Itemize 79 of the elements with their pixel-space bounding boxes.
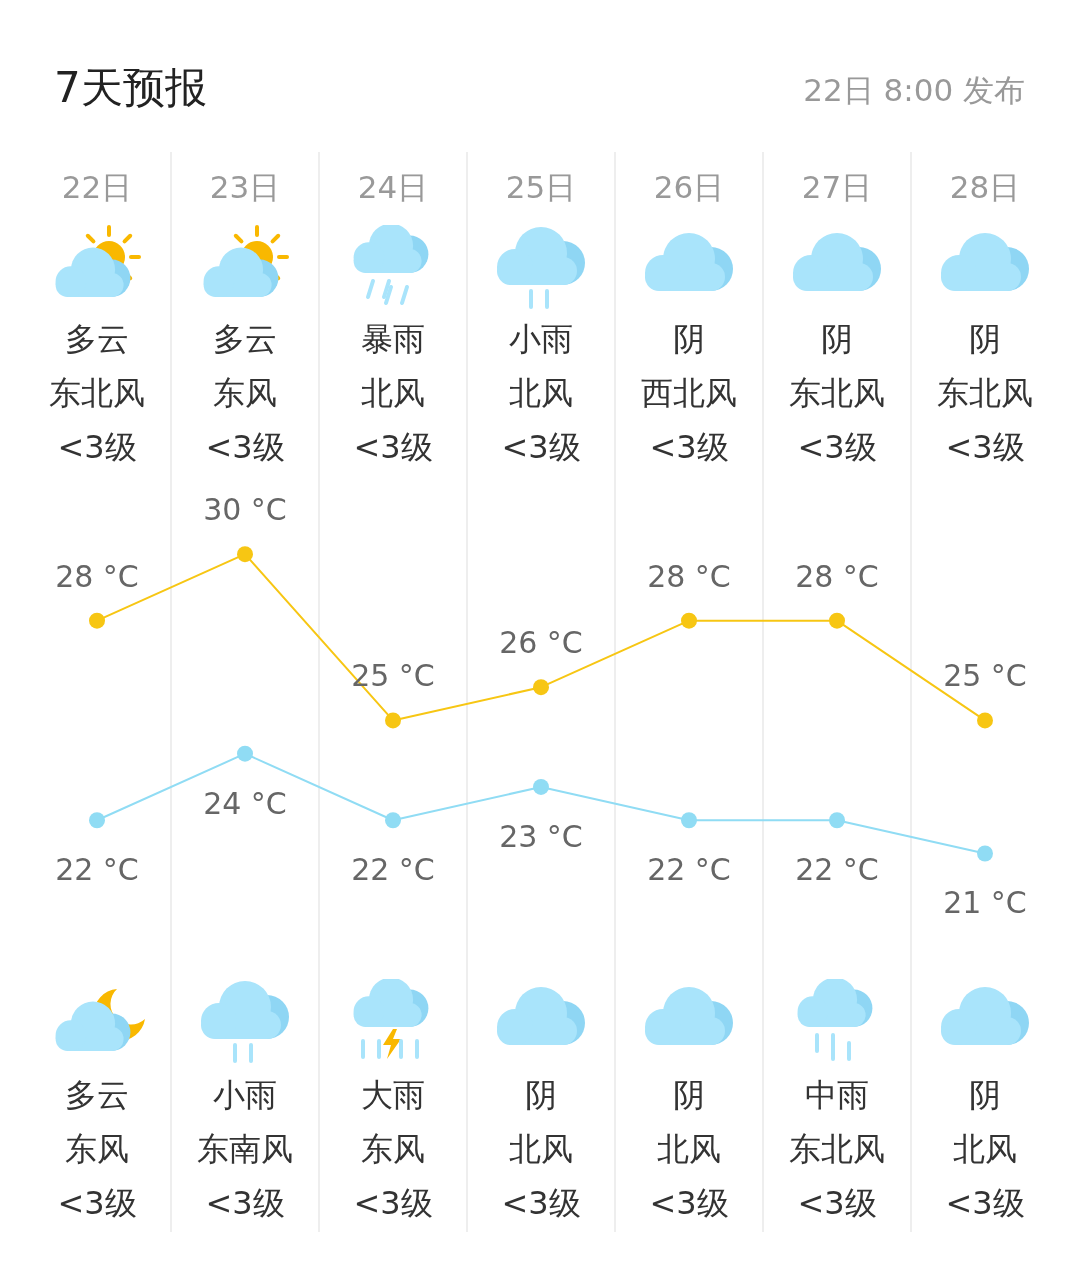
point [533,679,549,696]
text: <3级 [352,427,434,468]
point [385,712,401,729]
text: 北风 [360,373,426,414]
point [977,845,993,862]
point [829,812,845,829]
text: <3级 [352,1183,434,1224]
point [977,712,993,729]
text: <3级 [500,427,582,468]
point [829,612,845,629]
text: <3级 [944,1183,1026,1224]
text: 北风 [508,373,574,414]
text: <3级 [56,1183,138,1224]
x-tick-label: 26日 [653,169,725,205]
data-label: 25 °C [943,658,1027,694]
point [681,812,697,829]
text: 东南风 [196,1129,294,1170]
data-label: 24 °C [203,785,287,821]
text: 东北风 [788,1129,886,1170]
text: 阴 [968,1075,1002,1116]
point [237,546,253,563]
data-label: 21 °C [943,885,1027,921]
point [89,812,105,829]
text: 东北风 [936,373,1034,414]
data-label: 26 °C [499,625,583,661]
x-tick-label: 23日 [209,169,281,205]
text: 阴 [672,1075,706,1116]
text: <3级 [944,427,1026,468]
point [681,612,697,629]
data-label: 30 °C [203,492,287,528]
text: 东北风 [788,373,886,414]
data-label: 22 °C [351,852,435,888]
data-label: 22 °C [55,852,139,888]
data-label: 23 °C [499,818,583,854]
text: 小雨 [212,1075,278,1116]
text: 暴雨 [360,319,426,360]
text: <3级 [796,1183,878,1224]
text: 西北风 [640,373,738,414]
chart-title: 7天预报 [54,62,207,114]
point [385,812,401,829]
text: 多云 [64,319,130,360]
text: 北风 [656,1129,722,1170]
point [89,612,105,629]
x-tick-label: 22日 [61,169,133,205]
data-label: 28 °C [647,558,731,594]
data-label: 28 °C [55,558,139,594]
text: <3级 [56,427,138,468]
point [533,778,549,795]
text: 东风 [64,1129,130,1170]
x-tick-label: 28日 [949,169,1021,205]
text: 北风 [952,1129,1018,1170]
text: 东风 [212,373,278,414]
text: 东风 [360,1129,426,1170]
text: <3级 [500,1183,582,1224]
text: <3级 [796,427,878,468]
text: <3级 [648,427,730,468]
point [237,745,253,762]
data-label: 22 °C [795,852,879,888]
data-label: 28 °C [795,558,879,594]
x-tick-label: 24日 [357,169,429,205]
text: 阴 [672,319,706,360]
text: 小雨 [508,319,574,360]
chart-subtitle: 22日 8:00 发布 [803,71,1025,110]
text: 阴 [524,1075,558,1116]
x-tick-label: 25日 [505,169,577,205]
text: <3级 [648,1183,730,1224]
text: <3级 [204,1183,286,1224]
text: 大雨 [360,1075,426,1116]
text: 东北风 [48,373,146,414]
text: 多云 [64,1075,130,1116]
text: <3级 [204,427,286,468]
text: 多云 [212,319,278,360]
data-label: 22 °C [647,852,731,888]
text: 北风 [508,1129,574,1170]
text: 阴 [820,319,854,360]
x-tick-label: 27日 [801,169,873,205]
text: 中雨 [804,1075,870,1116]
text: 阴 [968,319,1002,360]
data-label: 25 °C [351,658,435,694]
